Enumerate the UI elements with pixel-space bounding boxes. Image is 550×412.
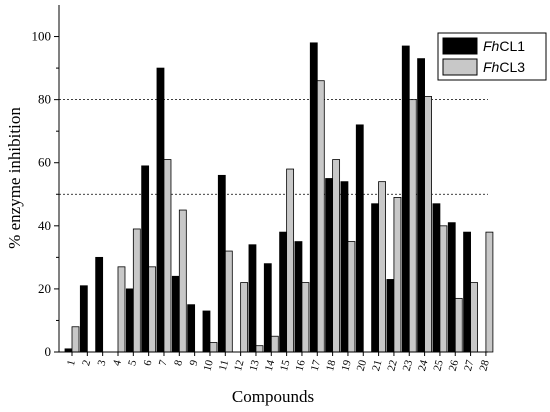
x-tick-label: 9 bbox=[188, 358, 201, 367]
bar-cl3-compound-28 bbox=[485, 231, 494, 353]
y-axis-title: % enzyme inhibition bbox=[5, 107, 24, 249]
legend-label-fhcl1: FhCL1 bbox=[483, 38, 525, 54]
x-tick-label: 12 bbox=[232, 359, 246, 373]
bar-cl3-compound-26 bbox=[454, 297, 463, 353]
y-tick-label: 0 bbox=[45, 344, 52, 359]
bar-cl3-compound-13 bbox=[255, 345, 264, 353]
bar-cl3-compound-19 bbox=[347, 241, 356, 353]
bar-cl3-compound-16 bbox=[301, 282, 310, 353]
bar-cl3-compound-1 bbox=[71, 326, 80, 353]
bar-cl3-compound-5 bbox=[132, 228, 141, 353]
x-tick-label: 28 bbox=[477, 358, 492, 372]
bar-cl1-compound-10 bbox=[202, 310, 211, 353]
legend-swatch-fhcl3 bbox=[442, 58, 478, 76]
bar-cl1-compound-21 bbox=[371, 203, 380, 353]
x-tick-label: 15 bbox=[278, 358, 293, 372]
bar-cl1-compound-6 bbox=[141, 165, 150, 353]
bar-cl1-compound-7 bbox=[156, 67, 165, 353]
bar-cl1-compound-8 bbox=[171, 275, 180, 353]
bar-cl3-compound-12 bbox=[240, 282, 249, 353]
bar-cl3-compound-10 bbox=[209, 342, 218, 353]
x-tick-label: 8 bbox=[172, 358, 185, 367]
bar-cl3-compound-14 bbox=[270, 335, 279, 353]
bar-cl1-compound-24 bbox=[417, 58, 425, 353]
bar-cl1-compound-20 bbox=[355, 124, 364, 353]
bar-cl3-compound-6 bbox=[148, 266, 157, 353]
bar-cl1-compound-3 bbox=[95, 256, 104, 353]
y-tick-label: 40 bbox=[38, 218, 51, 233]
bar-cl1-compound-11 bbox=[217, 174, 226, 353]
x-tick-label: 10 bbox=[201, 358, 216, 372]
bar-cl3-compound-15 bbox=[286, 168, 295, 353]
x-tick-label: 16 bbox=[293, 358, 308, 372]
x-tick-label: 2 bbox=[80, 359, 93, 367]
x-tick-label: 21 bbox=[370, 359, 384, 373]
x-tick-label: 6 bbox=[142, 358, 155, 367]
x-tick-label: 18 bbox=[324, 358, 339, 372]
bar-cl1-compound-15 bbox=[279, 231, 288, 353]
legend-swatch-fhcl1 bbox=[442, 37, 478, 55]
bar-cl1-compound-18 bbox=[325, 178, 334, 353]
x-ticks: 1 2 3 4 5 6 7 8 9 10 11 12 13 14 15 16 17 18 19 20 21 22 23 24 2… bbox=[65, 352, 492, 372]
bar-cl3-compound-24 bbox=[424, 96, 432, 353]
bar-cl1-compound-19 bbox=[340, 181, 349, 353]
x-tick-label: 4 bbox=[111, 358, 124, 367]
y-tick-label: 20 bbox=[38, 281, 51, 296]
bar-cl1-compound-14 bbox=[263, 263, 272, 353]
bar-cl3-compound-23 bbox=[408, 99, 417, 353]
x-tick-label: 27 bbox=[462, 358, 477, 372]
bar-cl1-compound-25 bbox=[432, 203, 441, 353]
bar-cl3-compound-25 bbox=[439, 225, 448, 353]
x-tick-label: 22 bbox=[385, 359, 399, 373]
bar-cl1-compound-26 bbox=[447, 222, 456, 353]
bar-cl1-compound-23 bbox=[401, 45, 410, 353]
bar-cl1-compound-22 bbox=[386, 279, 395, 353]
x-tick-label: 14 bbox=[263, 358, 278, 372]
bar-cl1-compound-17 bbox=[309, 42, 318, 353]
bar-cl1-compound-5 bbox=[125, 288, 134, 353]
bar-cl1-compound-9 bbox=[187, 304, 196, 353]
bar-cl3-compound-7 bbox=[163, 159, 172, 353]
bar-cl3-compound-17 bbox=[316, 80, 325, 353]
y-ticks: 0 20 40 60 80 100 bbox=[32, 29, 59, 359]
bar-cl3-compound-22 bbox=[393, 197, 402, 353]
x-tick-label: 24 bbox=[416, 358, 431, 372]
bars bbox=[64, 42, 494, 353]
x-tick-label: 26 bbox=[447, 358, 462, 372]
x-tick-label: 3 bbox=[96, 358, 109, 367]
y-tick-label: 60 bbox=[38, 155, 51, 170]
axes bbox=[58, 5, 488, 353]
x-tick-label: 5 bbox=[126, 358, 139, 367]
bar-cl3-compound-8 bbox=[178, 209, 187, 353]
x-tick-label: 1 bbox=[65, 359, 78, 367]
bar-cl1-compound-13 bbox=[248, 244, 257, 353]
bar-cl3-compound-11 bbox=[224, 250, 233, 353]
y-tick-label: 100 bbox=[32, 29, 52, 44]
bar-cl3-compound-18 bbox=[332, 159, 341, 353]
bar-cl3-compound-4 bbox=[117, 266, 126, 353]
x-tick-label: 13 bbox=[247, 358, 262, 372]
bar-cl1-compound-16 bbox=[294, 241, 303, 353]
legend-label-fhcl3: FhCL3 bbox=[483, 59, 525, 75]
x-tick-label: 11 bbox=[217, 359, 231, 372]
bar-cl1-compound-2 bbox=[79, 285, 88, 353]
x-tick-label: 19 bbox=[339, 358, 354, 372]
bar-cl3-compound-27 bbox=[470, 282, 478, 353]
bar-cl1-compound-27 bbox=[463, 231, 471, 353]
legend: FhCL1 FhCL3 bbox=[437, 32, 547, 81]
bar-cl3-compound-21 bbox=[378, 181, 387, 353]
y-tick-label: 80 bbox=[38, 92, 51, 107]
x-tick-label: 20 bbox=[355, 358, 370, 372]
x-tick-label: 25 bbox=[431, 358, 446, 372]
x-tick-label: 23 bbox=[401, 358, 416, 372]
x-tick-label: 17 bbox=[309, 358, 324, 372]
x-axis-title: Compounds bbox=[232, 387, 314, 406]
x-tick-label: 7 bbox=[157, 358, 170, 367]
